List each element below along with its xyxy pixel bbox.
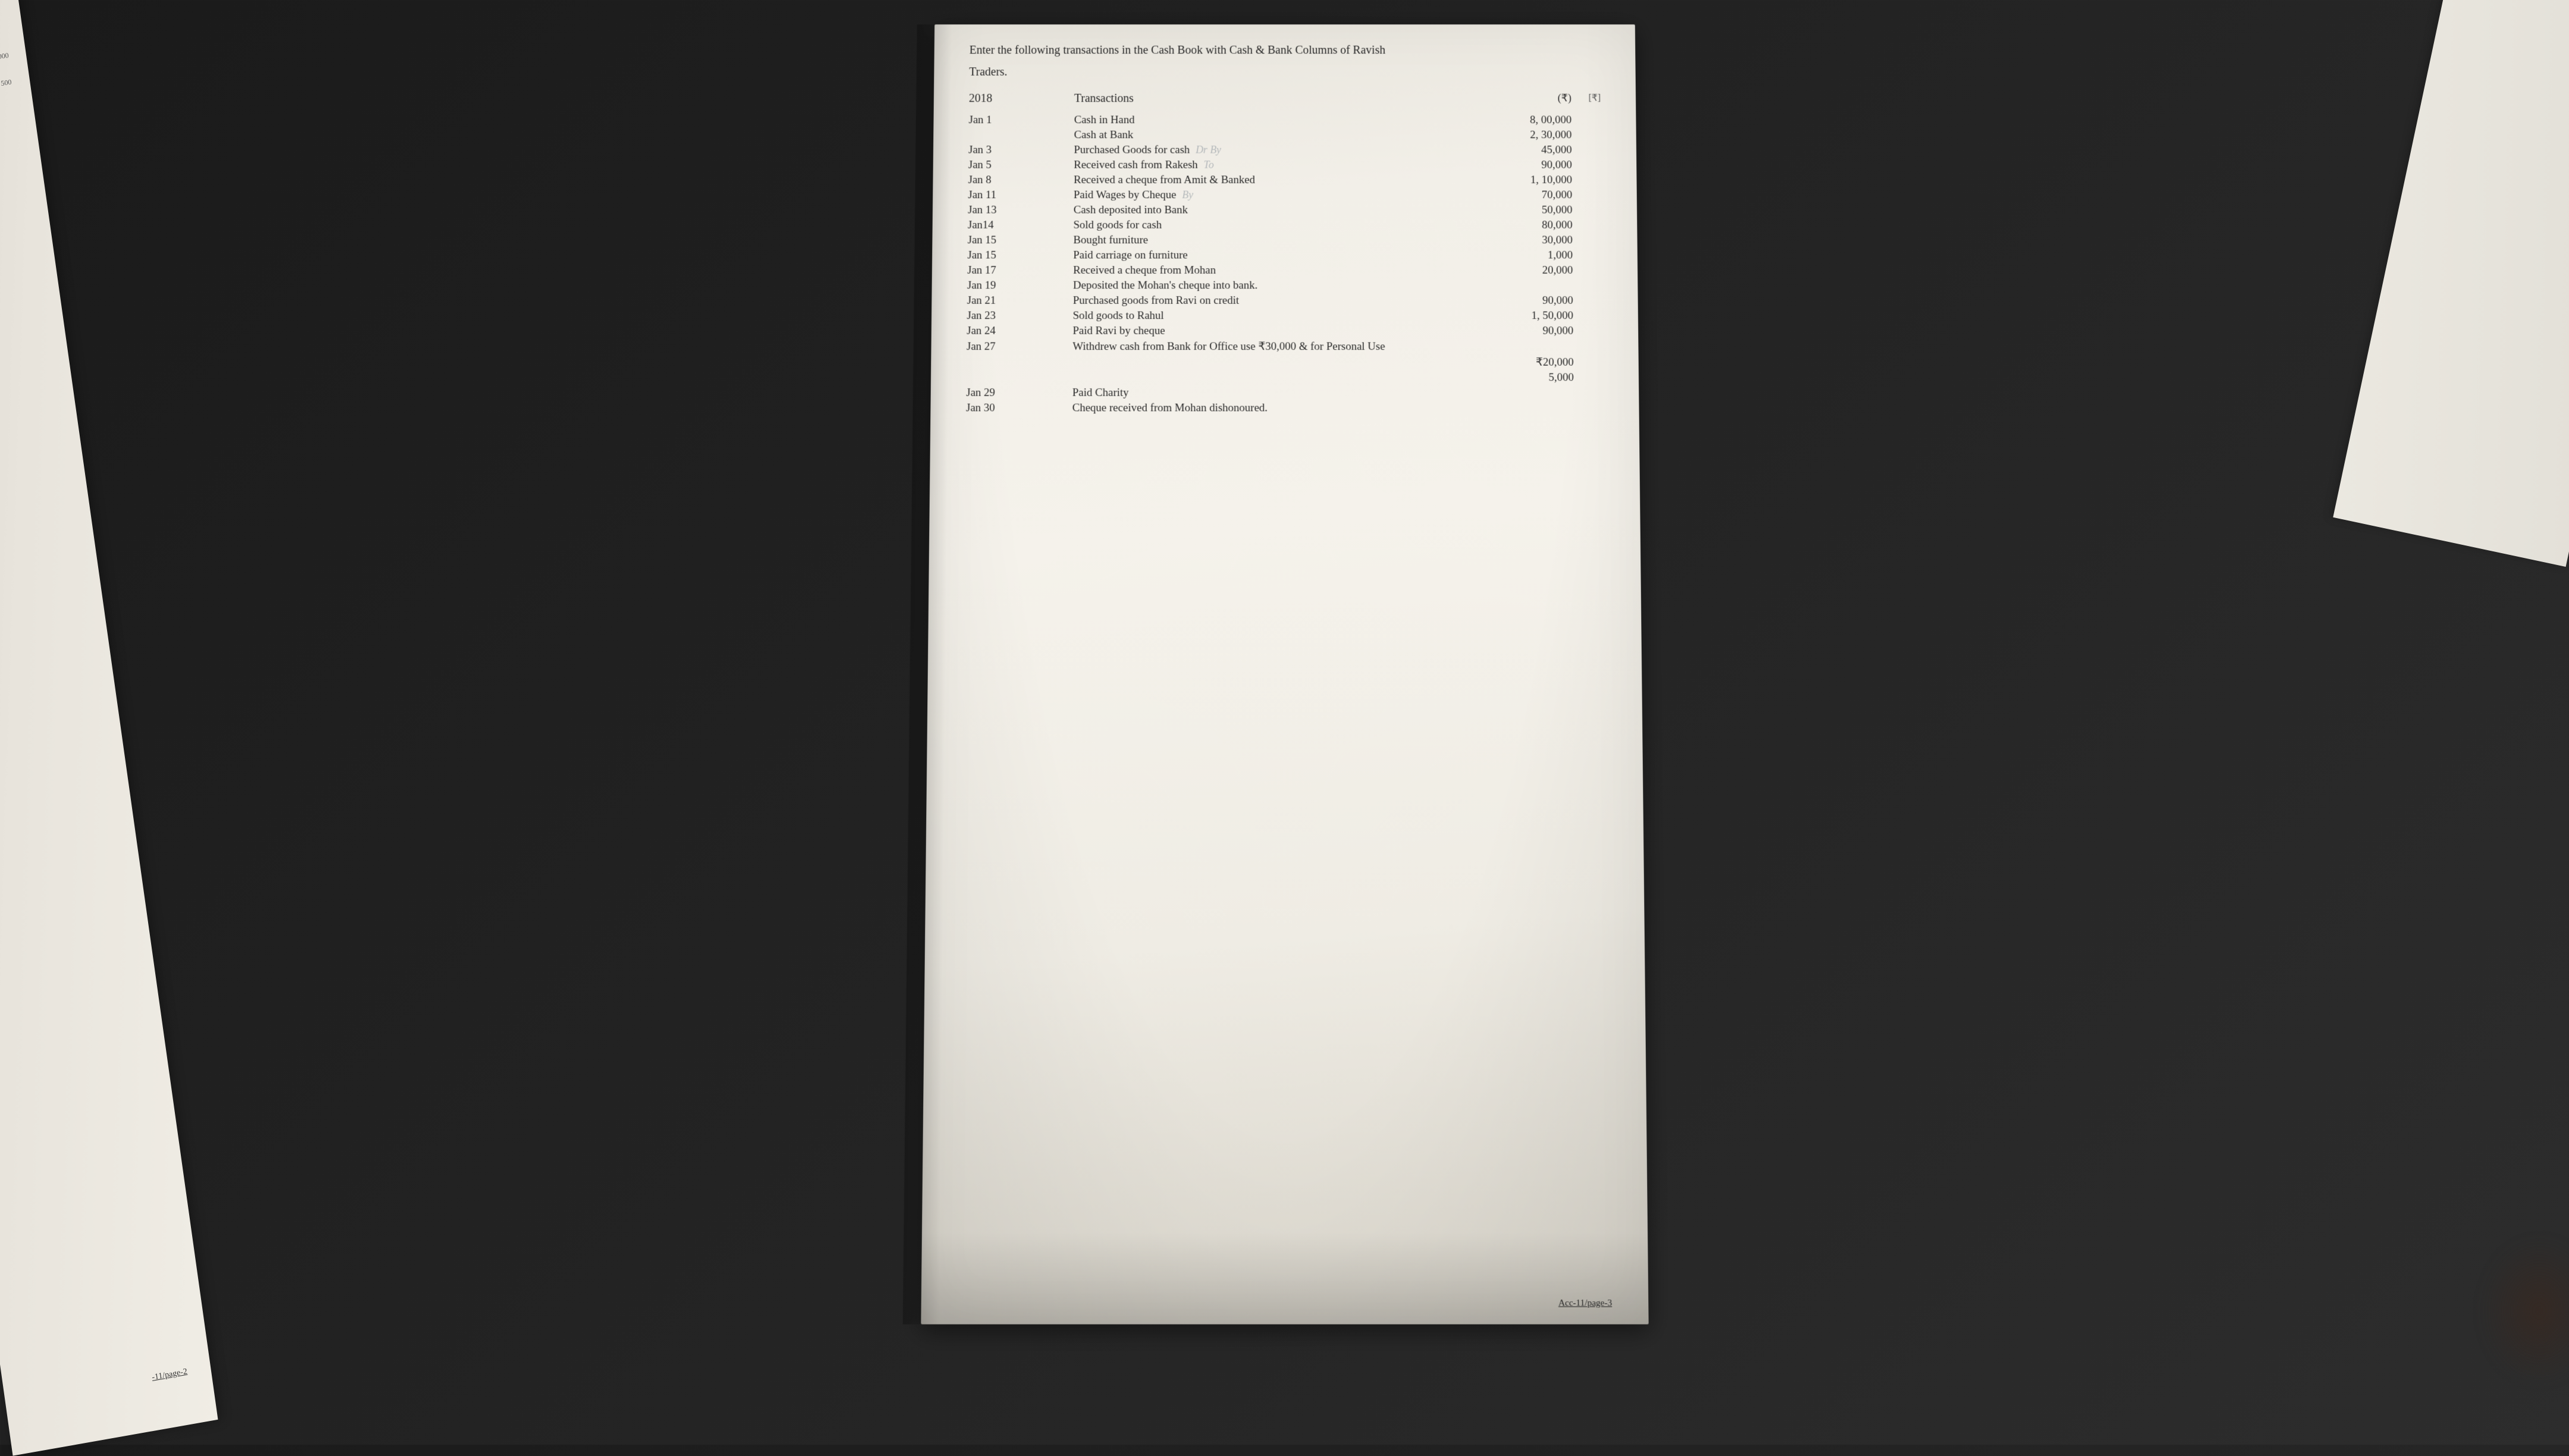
transaction-date: Jan 11 (968, 189, 1074, 202)
instruction-line-2: Traders. (969, 64, 1601, 81)
transaction-date: Jan 23 (967, 310, 1072, 323)
transaction-row: Jan14Sold goods for cash80,000 (967, 219, 1601, 231)
transaction-date: Jan 15 (967, 249, 1073, 262)
transactions-header: Transactions (1074, 92, 1489, 105)
transaction-row: Jan 24Paid Ravi by cheque90,000 (967, 325, 1603, 338)
transaction-row: 5,000 (966, 372, 1603, 385)
transaction-description: Purchased Goods for cashDr By (1074, 144, 1489, 156)
page-footer-ref: Acc-11/page-3 (1558, 1298, 1611, 1309)
transaction-row: Jan 11Paid Wages by ChequeBy70,000 (968, 189, 1601, 202)
transaction-row: ₹20,000 (966, 356, 1603, 369)
transaction-amount: 30,000 (1490, 234, 1572, 247)
transaction-row: Jan 23Sold goods to Rahul1, 50,000 (967, 310, 1602, 323)
transaction-row: Jan 19Deposited the Mohan's cheque into … (967, 280, 1602, 293)
currency-header: (₹) (1489, 92, 1571, 105)
left-num-2: 500 (1, 78, 12, 88)
transaction-description: Received cash from RakeshTo (1074, 159, 1490, 171)
transaction-row: Jan 5Received cash from RakeshTo90,000 (968, 159, 1601, 171)
pencil-annotation: By (1182, 189, 1193, 200)
transaction-date: Jan 27 (966, 340, 1072, 353)
transaction-description: Paid Ravi by cheque (1072, 325, 1491, 338)
transaction-date: Jan 19 (967, 280, 1072, 293)
transaction-row: Jan 29Paid Charity (966, 387, 1604, 400)
transaction-date: Jan 3 (968, 144, 1074, 156)
transaction-amount: 90,000 (1491, 325, 1573, 338)
transaction-amount: 1,000 (1490, 249, 1572, 262)
transaction-date: Jan 21 (967, 294, 1072, 307)
transaction-description: Sold goods to Rahul (1072, 310, 1491, 323)
transaction-description: Cash deposited into Bank (1073, 204, 1490, 216)
transaction-date: Jan 29 (966, 387, 1072, 400)
transaction-row: Jan 17Received a cheque from Mohan20,000 (967, 264, 1602, 277)
pencil-annotation: Dr By (1196, 144, 1221, 155)
transaction-row: Jan 21Purchased goods from Ravi on credi… (967, 294, 1602, 307)
transaction-row: Jan 3Purchased Goods for cashDr By45,000 (968, 144, 1601, 156)
transaction-amount: 90,000 (1489, 159, 1571, 171)
transaction-amount: 80,000 (1490, 219, 1572, 231)
transaction-description: Withdrew cash from Bank for Office use ₹… (1072, 340, 1491, 354)
transaction-amount: 1, 10,000 (1489, 174, 1571, 186)
transaction-description: Received a cheque from Amit & Banked (1074, 174, 1490, 186)
transaction-amount: 2, 30,000 (1489, 129, 1571, 142)
transaction-date: Jan14 (967, 219, 1073, 231)
transaction-date: Jan 5 (968, 159, 1074, 171)
transaction-description: Sold goods for cash (1073, 219, 1490, 231)
left-page-numbers: 000 500 (0, 51, 12, 88)
left-adjacent-page: 000 500 -11/page-2 (0, 0, 218, 1456)
transaction-amount: 5,000 (1491, 372, 1574, 385)
transaction-amount: 8, 00,000 (1489, 114, 1571, 127)
right-adjacent-page: A principle is re the accounting inf A p… (2333, 0, 2569, 567)
bottom-shadow (921, 1232, 1648, 1324)
transaction-amount: 50,000 (1490, 204, 1572, 216)
transaction-row: Jan 1Cash in Hand8, 00,000 (968, 114, 1601, 127)
transaction-description: Cheque received from Mohan dishonoured. (1072, 402, 1491, 415)
transactions-table: Jan 1Cash in Hand8, 00,000Cash at Bank2,… (965, 114, 1603, 415)
secondary-header: [₹] (1571, 92, 1600, 105)
pencil-annotation: To (1203, 159, 1213, 170)
hand-shadow (2480, 1237, 2569, 1385)
transaction-row: Jan 30Cheque received from Mohan dishono… (965, 402, 1603, 415)
transaction-date: Jan 30 (965, 402, 1072, 415)
year-header: 2018 (968, 92, 1074, 105)
transaction-date: Jan 1 (968, 114, 1074, 127)
left-page-footer: -11/page-2 (151, 1367, 187, 1383)
transaction-row: Jan 8Received a cheque from Amit & Banke… (968, 174, 1601, 186)
left-num-1: 000 (0, 51, 9, 61)
transaction-description: Deposited the Mohan's cheque into bank. (1072, 280, 1490, 293)
main-textbook-page: Enter the following transactions in the … (921, 24, 1648, 1325)
transaction-date: Jan 24 (967, 325, 1072, 338)
transaction-description: Cash at Bank (1074, 129, 1489, 142)
transaction-amount: 1, 50,000 (1491, 310, 1573, 323)
transaction-amount: ₹20,000 (1491, 356, 1573, 369)
transaction-row: Jan 13Cash deposited into Bank50,000 (968, 204, 1602, 216)
transaction-description: Bought furniture (1073, 234, 1490, 247)
transaction-date: Jan 15 (967, 234, 1073, 247)
transaction-description: Received a cheque from Mohan (1073, 264, 1491, 277)
transaction-date: Jan 13 (968, 204, 1074, 216)
transaction-amount: 20,000 (1490, 264, 1573, 277)
transaction-date: Jan 17 (967, 264, 1073, 277)
transaction-description: Paid Wages by ChequeBy (1073, 189, 1489, 202)
transaction-amount: 70,000 (1490, 189, 1572, 202)
transaction-description: Paid carriage on furniture (1073, 249, 1491, 262)
transaction-row: Cash at Bank2, 30,000 (968, 129, 1601, 142)
transaction-amount: 90,000 (1491, 294, 1573, 307)
table-header-row: 2018 Transactions (₹) [₹] (968, 92, 1600, 105)
instruction-line-1: Enter the following transactions in the … (969, 42, 1600, 59)
transaction-row: Jan 15Paid carriage on furniture1,000 (967, 249, 1602, 262)
transaction-amount: 45,000 (1489, 144, 1571, 156)
spine-shadow (902, 24, 952, 1325)
transaction-description: Cash in Hand (1074, 114, 1489, 127)
transaction-row: Jan 15Bought furniture30,000 (967, 234, 1602, 247)
transaction-date: Jan 8 (968, 174, 1074, 186)
transaction-description: Purchased goods from Ravi on credit (1072, 294, 1491, 307)
transaction-row: Jan 27Withdrew cash from Bank for Office… (966, 340, 1602, 354)
transaction-description: Paid Charity (1072, 387, 1491, 400)
